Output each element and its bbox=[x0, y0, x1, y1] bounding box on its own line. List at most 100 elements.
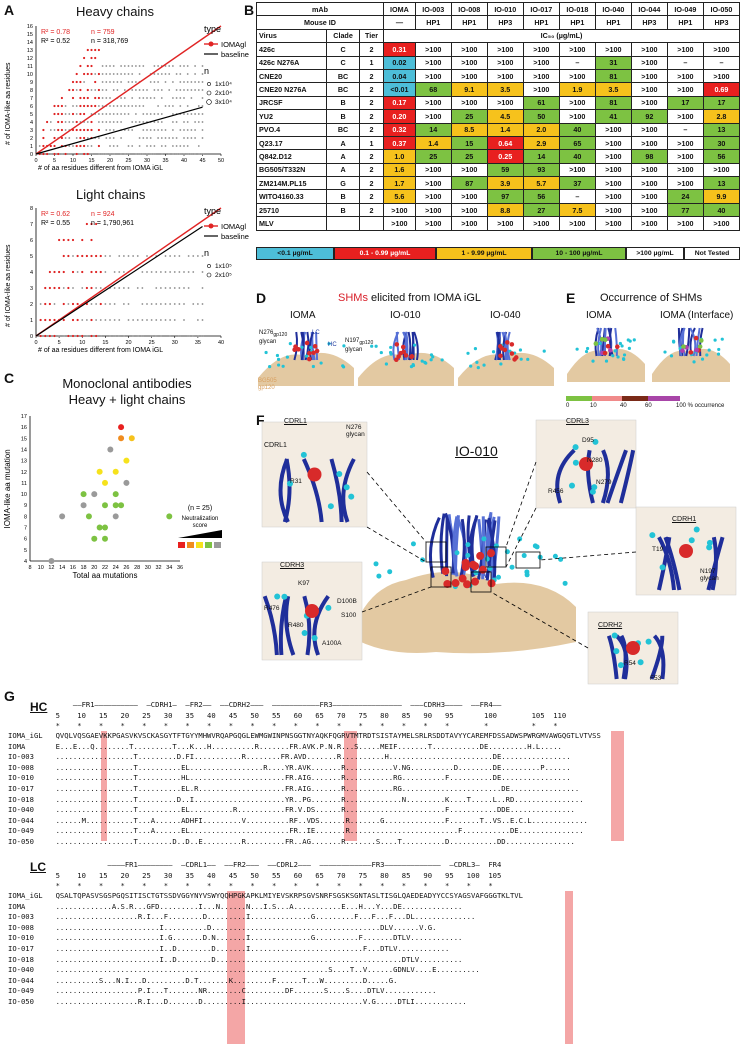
baseline-point bbox=[183, 271, 185, 273]
baseline-point bbox=[149, 113, 152, 115]
iomagl-point bbox=[44, 334, 47, 338]
baseline-point bbox=[175, 145, 178, 147]
shm-sphere bbox=[476, 551, 485, 560]
iomagl-point bbox=[64, 152, 67, 156]
panel-e-structures bbox=[567, 327, 730, 382]
table-row: ZM214M.PL15 G 2 1.7 >100 87 3.9 5.7 37 >100 >100 >1… bbox=[255, 176, 741, 191]
iomagl-point bbox=[83, 136, 86, 140]
baseline-point bbox=[101, 97, 104, 99]
antibody-ribbon bbox=[501, 331, 507, 361]
panel-d-title-shms: SHMs bbox=[338, 292, 368, 304]
iomagl-point bbox=[90, 48, 93, 52]
baseline-point bbox=[201, 73, 204, 75]
iomagl-point bbox=[90, 270, 93, 274]
baseline-point bbox=[127, 255, 130, 257]
iomagl-point bbox=[44, 318, 47, 322]
header-antibody: IO-040 bbox=[594, 1, 632, 17]
glycan-atom bbox=[409, 365, 414, 369]
shm-sphere bbox=[509, 342, 515, 347]
baseline-point bbox=[99, 287, 102, 289]
iomagl-point bbox=[58, 270, 61, 274]
shm-sphere bbox=[615, 344, 620, 350]
glycan-atom bbox=[493, 543, 499, 549]
virus-name: WITO4160.33 bbox=[255, 189, 328, 204]
table-row: CNE20 BC 2 0.04 >100 >100 >100 >100 >100 81 >100 >1… bbox=[255, 68, 741, 84]
panel-f-title: IO-010 bbox=[455, 443, 498, 459]
baseline-point bbox=[141, 319, 144, 321]
ic50-cell: 4.5 bbox=[486, 109, 524, 124]
y-tick-label: 0 bbox=[30, 152, 33, 158]
baseline-point bbox=[194, 73, 197, 75]
glycan-atom bbox=[700, 357, 705, 361]
legend-n-title: n bbox=[204, 248, 209, 258]
inset-ribbon bbox=[615, 634, 629, 680]
baseline-point bbox=[123, 153, 126, 155]
hc-regions: ——FR1—————————— —CDRH1— —FR2—— ——CDRH2——… bbox=[8, 700, 502, 709]
baseline-point bbox=[131, 145, 134, 147]
glycan-atom bbox=[669, 354, 674, 358]
c-y-tick-label: 12 bbox=[21, 470, 27, 476]
shm-sphere bbox=[509, 351, 515, 356]
baseline-point bbox=[183, 287, 185, 289]
baseline-point bbox=[120, 81, 122, 83]
iomagl-point bbox=[57, 152, 60, 156]
connector-line bbox=[366, 471, 427, 543]
c-x-tick-label: 12 bbox=[48, 565, 54, 571]
clade-cell: BC bbox=[326, 122, 360, 137]
baseline-point bbox=[183, 153, 185, 155]
ic50-cell: 17 bbox=[666, 95, 704, 111]
baseline-point bbox=[146, 129, 148, 131]
glycan-atom bbox=[311, 364, 315, 369]
glycan-atom bbox=[469, 364, 473, 368]
r2-black: R² = 0.52 bbox=[41, 38, 70, 45]
baseline-point bbox=[178, 287, 181, 289]
baseline-regression-line bbox=[35, 226, 203, 337]
mouse-id-cell: HP3 bbox=[630, 15, 668, 30]
baseline-point bbox=[53, 129, 56, 131]
baseline-point bbox=[157, 81, 160, 83]
n-red: n = 924 bbox=[91, 211, 115, 218]
inset-ribbon bbox=[282, 458, 292, 523]
ic50-cell: 9.9 bbox=[702, 189, 741, 204]
virus-name: YU2 bbox=[255, 109, 328, 124]
baseline-point bbox=[123, 73, 126, 75]
ic50-cell: 1.4 bbox=[414, 135, 452, 151]
tier-cell: 2 bbox=[358, 68, 385, 84]
shm-sphere bbox=[593, 341, 599, 346]
ic50-cell: 56 bbox=[522, 189, 560, 204]
ic50-cell: >100 bbox=[414, 95, 452, 111]
header-antibody: IO-017 bbox=[522, 1, 560, 17]
c-y-tick-label: 10 bbox=[21, 492, 27, 498]
panel-letter-c: C bbox=[4, 370, 15, 386]
cdrh2-label: CDRH2 bbox=[598, 622, 623, 629]
legend-size-dot bbox=[206, 272, 212, 278]
baseline-point bbox=[68, 137, 71, 139]
ic50-cell: >100 bbox=[594, 162, 632, 178]
baseline-point bbox=[95, 319, 98, 321]
baseline-point bbox=[179, 89, 182, 91]
inset-ribbon bbox=[600, 449, 610, 504]
baseline-point bbox=[127, 153, 130, 155]
baseline-point bbox=[164, 105, 167, 107]
baseline-point bbox=[120, 121, 122, 123]
gp120-surface bbox=[458, 352, 554, 386]
c-x-axis-label: Total aa mutations bbox=[73, 571, 138, 578]
iomagl-point bbox=[86, 128, 89, 132]
ic50-cell: >100 bbox=[450, 95, 488, 111]
zoom-box bbox=[425, 541, 447, 563]
ic50-cell: >100 bbox=[666, 68, 704, 84]
mouse-id-cell: HP1 bbox=[450, 15, 488, 30]
iomagl-point bbox=[90, 120, 93, 124]
glycan-atom bbox=[389, 345, 393, 350]
d95-label: D95 bbox=[582, 437, 594, 444]
iomagl-point bbox=[71, 96, 75, 100]
y-tick-label: 14 bbox=[27, 40, 33, 46]
ic50-cell: >100 bbox=[630, 122, 668, 137]
ic50-cell: 61 bbox=[522, 95, 560, 111]
glycan-atom bbox=[285, 355, 289, 359]
n279-label: N279 bbox=[596, 479, 612, 486]
r2-red: R² = 0.78 bbox=[41, 29, 70, 36]
baseline-point bbox=[118, 255, 121, 257]
c-y-tick-label: 9 bbox=[24, 503, 27, 509]
baseline-point bbox=[201, 105, 204, 107]
